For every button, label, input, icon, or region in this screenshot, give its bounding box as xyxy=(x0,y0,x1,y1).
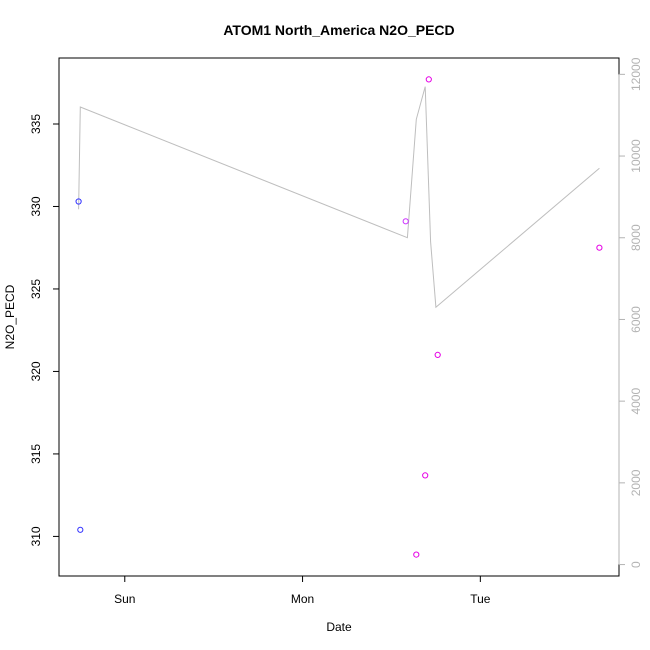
right-y-tick-label: 8000 xyxy=(629,224,643,251)
data-point xyxy=(422,472,429,479)
y-axis-label: N2O_PECD xyxy=(3,284,17,349)
right-y-tick-label: 0 xyxy=(629,561,643,568)
y-tick-label: 310 xyxy=(29,526,43,546)
y-axis: 310 315 320 325 330 335 xyxy=(29,114,60,546)
data-point xyxy=(596,244,603,251)
line-layer xyxy=(78,86,600,309)
y-tick-label: 320 xyxy=(29,361,43,381)
right-y-tick-label: 6000 xyxy=(629,306,643,333)
right-y-tick-label: 2000 xyxy=(629,469,643,496)
x-tick-label: Sun xyxy=(114,592,135,606)
right-y-tick-label: 4000 xyxy=(629,388,643,415)
data-point xyxy=(77,526,84,533)
data-point xyxy=(413,551,420,558)
data-point xyxy=(434,351,441,358)
series-line xyxy=(78,86,600,309)
plot-frame xyxy=(58,57,620,577)
y-tick-label: 330 xyxy=(29,196,43,216)
data-point xyxy=(75,198,82,205)
x-tick-label: Tue xyxy=(470,592,491,606)
right-y-tick-label: 12000 xyxy=(629,57,643,91)
y-tick-label: 325 xyxy=(29,279,43,299)
y-tick-label: 335 xyxy=(29,114,43,134)
right-y-axis: 0 2000 4000 6000 8000 10000 12000 xyxy=(618,57,643,568)
y-tick-label: 315 xyxy=(29,444,43,464)
chart-title: ATOM1 North_America N2O_PECD xyxy=(223,22,454,38)
x-tick-label: Mon xyxy=(291,592,314,606)
data-point xyxy=(402,218,409,225)
data-point xyxy=(425,76,432,83)
x-axis: Sun Mon Tue xyxy=(114,575,491,606)
right-y-tick-label: 10000 xyxy=(629,139,643,173)
points-layer xyxy=(75,76,603,558)
x-axis-label: Date xyxy=(326,620,352,634)
